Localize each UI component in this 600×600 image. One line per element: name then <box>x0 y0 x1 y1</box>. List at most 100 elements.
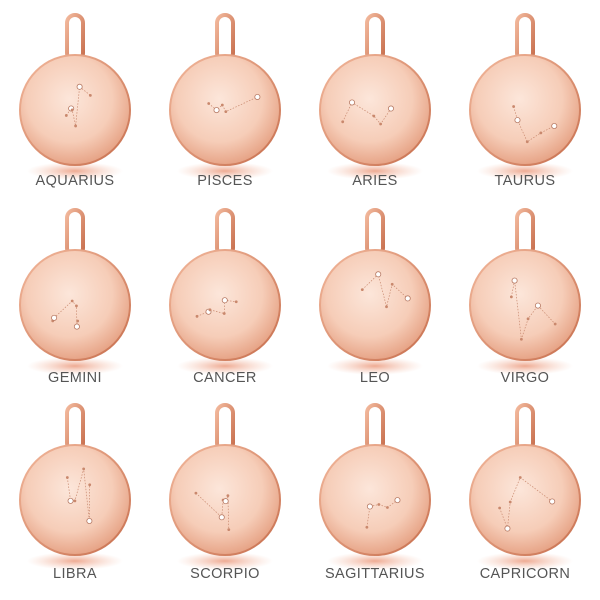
constellation-star <box>377 503 381 506</box>
constellation-star <box>73 499 77 503</box>
constellation-star <box>194 491 198 495</box>
constellation-star <box>498 506 502 510</box>
constellation-gem <box>394 497 401 504</box>
constellation-star <box>82 467 86 471</box>
pendant-reflection <box>177 552 273 570</box>
pendant: GEMINI <box>19 208 131 386</box>
constellation-star <box>75 304 78 308</box>
constellation-star <box>526 317 530 321</box>
product-label: TAURUS <box>495 173 556 189</box>
constellation-star <box>365 525 369 529</box>
pendant-disc <box>319 444 431 556</box>
constellation-star <box>385 305 388 309</box>
constellation-line <box>511 280 556 340</box>
constellation-gem <box>254 93 261 100</box>
constellation-gem <box>222 498 229 505</box>
constellation-star <box>226 494 230 498</box>
constellation-gem <box>549 498 556 505</box>
constellation-star <box>70 108 74 112</box>
product-label: GEMINI <box>48 370 102 386</box>
constellation-gem <box>366 503 373 510</box>
constellation-star <box>224 110 228 114</box>
pendant: TAURUS <box>469 13 581 189</box>
product-label: PISCES <box>197 173 253 189</box>
constellation-gem <box>511 277 518 284</box>
pendant-disc <box>19 249 131 361</box>
pendant: VIRGO <box>469 208 581 386</box>
constellation-star <box>390 282 394 286</box>
pendant-reflection <box>327 162 423 180</box>
constellation-gem <box>534 302 541 309</box>
constellation-gem <box>504 525 511 532</box>
constellation-star <box>508 500 512 504</box>
constellation-star <box>341 120 345 124</box>
constellation-star <box>207 102 211 105</box>
constellation-star <box>76 319 80 323</box>
constellation-star <box>208 308 212 312</box>
pendant-disc <box>319 54 431 166</box>
pendant: LEO <box>319 208 431 386</box>
pendant-disc <box>169 249 281 361</box>
constellation-gem <box>86 518 93 525</box>
constellation-star <box>222 312 226 315</box>
constellation-star <box>379 122 383 126</box>
constellation-gem <box>51 314 58 321</box>
product-label: LIBRA <box>53 566 97 582</box>
pendant: AQUARIUS <box>19 13 131 189</box>
pendant: PISCES <box>169 13 281 189</box>
constellation-gem <box>514 117 521 124</box>
constellation-gem <box>221 297 228 304</box>
pendant-reflection <box>477 162 573 180</box>
constellation-star <box>234 300 238 304</box>
pendant-reflection <box>27 357 123 375</box>
constellation-star <box>74 124 78 128</box>
constellation-star <box>70 299 74 303</box>
pendant: ARIES <box>319 13 431 189</box>
constellation-gem <box>213 107 220 114</box>
constellation-gem <box>404 295 411 302</box>
constellation-line <box>513 106 555 143</box>
constellation-star <box>195 314 199 318</box>
pendant-disc <box>319 249 431 361</box>
constellation-star <box>519 337 523 341</box>
constellation-star <box>227 528 231 532</box>
product-label: CAPRICORN <box>480 566 571 582</box>
constellation-star <box>65 476 69 479</box>
constellation-star <box>518 476 522 479</box>
constellation-line <box>342 101 392 125</box>
pendant-disc <box>469 54 581 166</box>
pendant: LIBRA <box>19 403 131 582</box>
constellation-star <box>525 140 529 144</box>
constellation-gem <box>76 83 83 90</box>
pendant-disc <box>469 444 581 556</box>
product-label: ARIES <box>352 173 398 189</box>
constellation-gem <box>349 99 356 106</box>
pendant-reflection <box>327 552 423 570</box>
constellation-star <box>512 105 516 108</box>
constellation-star <box>360 288 364 291</box>
product-label: SCORPIO <box>190 566 260 582</box>
constellation-star <box>220 103 224 107</box>
product-label: LEO <box>360 370 390 386</box>
constellation-line <box>208 96 258 113</box>
pendant-reflection <box>177 162 273 180</box>
pendant-reflection <box>27 552 123 570</box>
constellation-star <box>64 114 68 117</box>
constellation-star <box>509 295 513 299</box>
pendant-disc <box>469 249 581 361</box>
pendant-reflection <box>327 357 423 375</box>
pendant-disc <box>169 54 281 166</box>
constellation-star <box>386 506 389 509</box>
pendant: SAGITTARIUS <box>319 403 431 582</box>
pendant: SCORPIO <box>169 403 281 582</box>
constellation-star <box>553 322 557 326</box>
pendant: CANCER <box>169 208 281 386</box>
pendant: CAPRICORN <box>469 403 581 582</box>
pendant-reflection <box>177 357 273 375</box>
constellation-gem <box>67 497 74 504</box>
product-label: SAGITTARIUS <box>325 566 425 582</box>
constellation-star <box>88 483 92 487</box>
pendant-reflection <box>477 357 573 375</box>
